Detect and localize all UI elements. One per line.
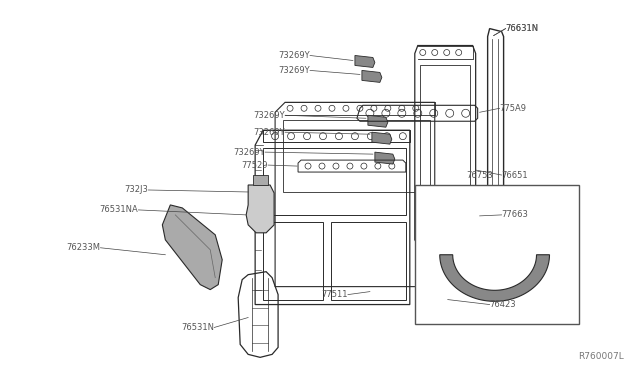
Text: 76651: 76651 bbox=[502, 170, 528, 180]
Text: 77511: 77511 bbox=[321, 290, 348, 299]
Polygon shape bbox=[368, 115, 388, 127]
Text: R760007L: R760007L bbox=[579, 352, 625, 361]
Text: 73269Y: 73269Y bbox=[253, 128, 285, 137]
Polygon shape bbox=[253, 175, 268, 185]
Text: 73269Y: 73269Y bbox=[278, 66, 310, 75]
Text: 76631N: 76631N bbox=[506, 24, 539, 33]
Polygon shape bbox=[355, 55, 375, 67]
Text: 73269Y: 73269Y bbox=[253, 111, 285, 120]
Text: 76631N: 76631N bbox=[506, 24, 539, 33]
Text: 76423: 76423 bbox=[490, 300, 516, 309]
Text: 73269Y: 73269Y bbox=[234, 148, 265, 157]
Text: 76531N: 76531N bbox=[181, 323, 214, 332]
Polygon shape bbox=[246, 185, 274, 233]
Polygon shape bbox=[362, 70, 382, 82]
Bar bbox=[415, 185, 579, 324]
Polygon shape bbox=[375, 152, 395, 164]
Text: 77663: 77663 bbox=[502, 211, 529, 219]
Text: 76531NA: 76531NA bbox=[100, 205, 138, 214]
Polygon shape bbox=[440, 255, 550, 301]
Polygon shape bbox=[477, 208, 498, 224]
Text: 76753: 76753 bbox=[467, 171, 493, 180]
Text: 732J3: 732J3 bbox=[125, 186, 148, 195]
Text: 775A9: 775A9 bbox=[500, 104, 527, 113]
Text: 76233M: 76233M bbox=[67, 243, 100, 252]
Polygon shape bbox=[372, 132, 392, 144]
Polygon shape bbox=[163, 205, 222, 290]
Text: 77529: 77529 bbox=[242, 161, 268, 170]
Text: 73269Y: 73269Y bbox=[278, 51, 310, 60]
